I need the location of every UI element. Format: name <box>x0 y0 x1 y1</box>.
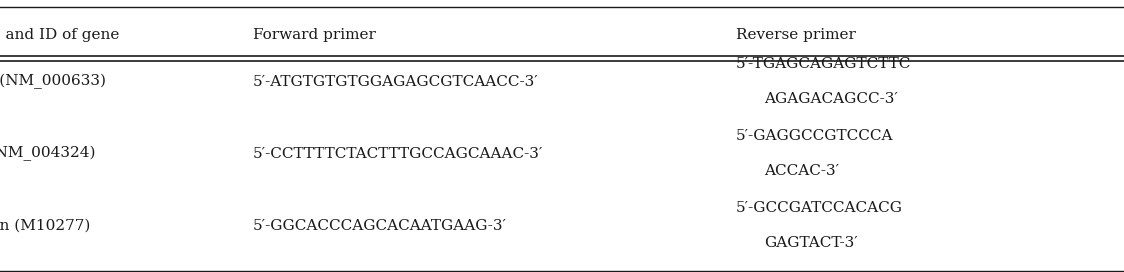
Text: Forward primer: Forward primer <box>253 28 375 42</box>
Text: Bcl-2 (NM_000633): Bcl-2 (NM_000633) <box>0 74 106 89</box>
Text: β-Actin (M10277): β-Actin (M10277) <box>0 219 90 233</box>
Text: Bax (NM_004324): Bax (NM_004324) <box>0 146 96 161</box>
Text: Reverse primer: Reverse primer <box>736 28 856 42</box>
Text: 5′-GAGGCCGTCCCA: 5′-GAGGCCGTCCCA <box>736 129 894 143</box>
Text: 5′-GGCACCCAGCACAATGAAG-3′: 5′-GGCACCCAGCACAATGAAG-3′ <box>253 219 507 233</box>
Text: ACCAC-3′: ACCAC-3′ <box>764 164 840 178</box>
Text: GAGTACT-3′: GAGTACT-3′ <box>764 236 858 251</box>
Text: 5′-GCCGATCCACACG: 5′-GCCGATCCACACG <box>736 201 904 215</box>
Text: 5′-TGAGCAGAGTCTTC: 5′-TGAGCAGAGTCTTC <box>736 57 912 71</box>
Text: 5′-CCTTTTCTACTTTGCCAGCAAAC-3′: 5′-CCTTTTCTACTTTGCCAGCAAAC-3′ <box>253 147 543 161</box>
Text: 5′-ATGTGTGTGGAGAGCGTCAACC-3′: 5′-ATGTGTGTGGAGAGCGTCAACC-3′ <box>253 75 538 89</box>
Text: Name and ID of gene: Name and ID of gene <box>0 28 119 42</box>
Text: AGAGACAGCC-3′: AGAGACAGCC-3′ <box>764 92 898 106</box>
